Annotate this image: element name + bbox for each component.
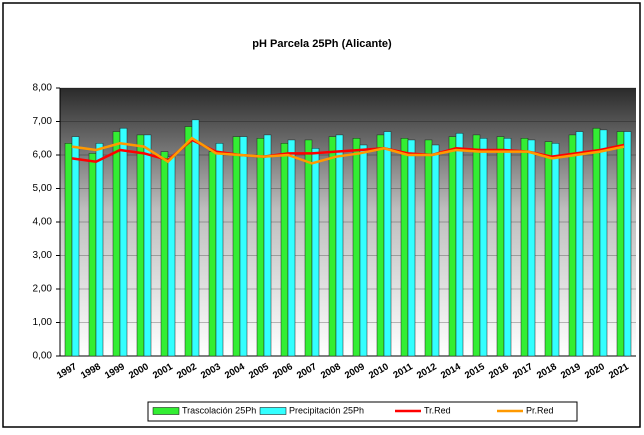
bar [400, 138, 409, 357]
legend-label: Trascolación 25Ph [182, 405, 256, 415]
bar [383, 131, 392, 357]
bar [431, 144, 440, 357]
y-tick-label: 0,00 [33, 351, 53, 362]
bar [328, 136, 337, 357]
y-tick-label: 6,00 [33, 150, 53, 161]
bar [455, 132, 464, 357]
y-tick-label: 4,00 [33, 217, 53, 228]
bar [503, 138, 512, 357]
bar [568, 134, 577, 357]
y-tick-label: 8,00 [33, 83, 53, 94]
bar [160, 151, 169, 357]
bar [167, 156, 176, 357]
bar [599, 129, 608, 357]
bar [424, 139, 433, 357]
line [71, 136, 625, 165]
y-tick-label: 2,00 [33, 284, 53, 295]
bar [472, 134, 481, 357]
bar [143, 134, 152, 357]
bar [256, 138, 265, 357]
bar [232, 136, 241, 357]
bar [359, 144, 368, 357]
chart-title: pH Parcela 25Ph (Alicante) [252, 38, 392, 50]
bar [520, 138, 529, 357]
legend-swatch [259, 407, 287, 415]
legend [147, 401, 578, 422]
bar [616, 131, 625, 357]
bar [623, 131, 632, 357]
bar [88, 153, 97, 357]
bar [479, 138, 488, 357]
legend-label: Tr.Red [424, 405, 451, 415]
bar [136, 134, 145, 357]
bar [575, 131, 584, 357]
y-tick-label: 1,00 [33, 317, 53, 328]
bar [376, 134, 385, 357]
bar [287, 139, 296, 357]
bar [496, 136, 505, 357]
bar [64, 143, 73, 357]
bar [263, 134, 272, 357]
bar [527, 139, 536, 357]
legend-swatch [152, 407, 180, 415]
bar [215, 143, 224, 357]
bar [280, 143, 289, 357]
bar [184, 126, 193, 357]
bar [407, 139, 416, 357]
y-tick-label: 7,00 [33, 116, 53, 127]
bar [592, 127, 601, 357]
y-tick-label: 5,00 [33, 183, 53, 194]
y-tick-label: 3,00 [33, 250, 53, 261]
bar [544, 141, 553, 357]
bar [352, 138, 361, 357]
bar [95, 143, 104, 357]
bar [304, 139, 313, 357]
bar [311, 148, 320, 357]
bar [71, 136, 80, 357]
bar [208, 151, 217, 357]
bar [112, 131, 121, 357]
bar [239, 136, 248, 357]
bar [448, 136, 457, 357]
bar [191, 119, 200, 357]
legend-label: Precipitación 25Ph [289, 405, 364, 415]
legend-label: Pr.Red [526, 405, 554, 415]
bar [119, 127, 128, 357]
bar [551, 143, 560, 357]
bar [335, 134, 344, 357]
